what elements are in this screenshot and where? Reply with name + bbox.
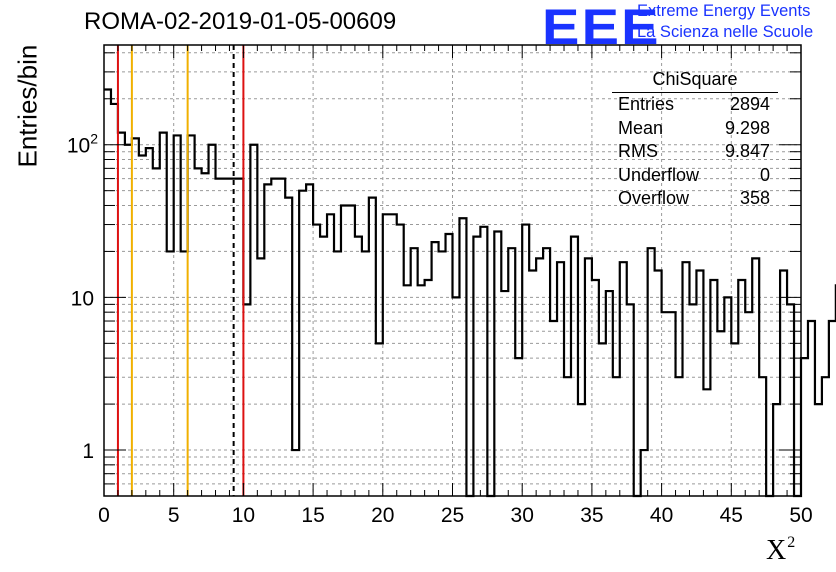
x-tick-label: 5 <box>168 504 180 527</box>
logo-line-2: La Scienza nelle Scuole <box>637 23 814 41</box>
x-tick-label: 15 <box>301 504 324 527</box>
x-tick-label: 40 <box>650 504 673 527</box>
stat-row-underflow: Underflow 0 <box>612 164 778 188</box>
x-tick-label: 35 <box>580 504 603 527</box>
stat-label: Mean <box>618 117 664 138</box>
stat-value: 2894 <box>729 94 770 114</box>
y-tick-label-base: 10 <box>67 135 90 158</box>
x-tick-label: 30 <box>511 504 534 527</box>
x-tick-label: 50 <box>789 504 812 527</box>
y-tick-label: 1 <box>82 440 94 463</box>
eee-logo: EEE <box>542 0 661 55</box>
x-tick-label: 20 <box>371 504 394 527</box>
histogram-line <box>104 88 836 498</box>
y-tick-label: 10 <box>71 287 94 310</box>
x-tick-label: 10 <box>232 504 255 527</box>
stat-label: Overflow <box>618 188 690 209</box>
stat-row-entries: Entries 2894 <box>612 93 778 117</box>
stat-label: Entries <box>618 94 675 114</box>
y-tick-label-superscript: 2 <box>90 131 98 147</box>
axis-ticks <box>103 45 802 496</box>
stat-value: 358 <box>739 188 770 209</box>
marker-lines <box>116 45 245 496</box>
logo-line-1: Extreme Energy Events <box>637 2 811 20</box>
stat-row-rms: RMS 9.847 <box>612 140 778 164</box>
x-tick-label: 0 <box>98 504 110 527</box>
stats-box: ChiSquare Entries 2894 Mean 9.298 RMS 9.847… <box>612 68 778 211</box>
stat-label: Underflow <box>618 164 700 185</box>
y-axis-label: Entries/bin <box>12 44 43 168</box>
x-tick-label: 25 <box>441 504 464 527</box>
stat-label: RMS <box>618 141 658 162</box>
x-axis-label: X2 <box>766 534 795 567</box>
stat-value: 0 <box>759 164 770 185</box>
histogram-layer <box>104 88 836 498</box>
x-axis-label-base: X <box>766 535 787 566</box>
stat-row-overflow: Overflow 358 <box>612 187 778 211</box>
x-tick-label: 45 <box>720 504 743 527</box>
stat-value: 9.847 <box>724 141 770 162</box>
chart-title: ROMA-02-2019-01-05-00609 <box>84 8 397 35</box>
stat-value: 9.298 <box>724 117 770 138</box>
stats-title: ChiSquare <box>612 68 778 93</box>
stat-row-mean: Mean 9.298 <box>612 117 778 141</box>
grid-layer <box>104 45 801 496</box>
y-tick-label: 102 <box>67 131 98 158</box>
x-axis-label-superscript: 2 <box>787 534 796 551</box>
